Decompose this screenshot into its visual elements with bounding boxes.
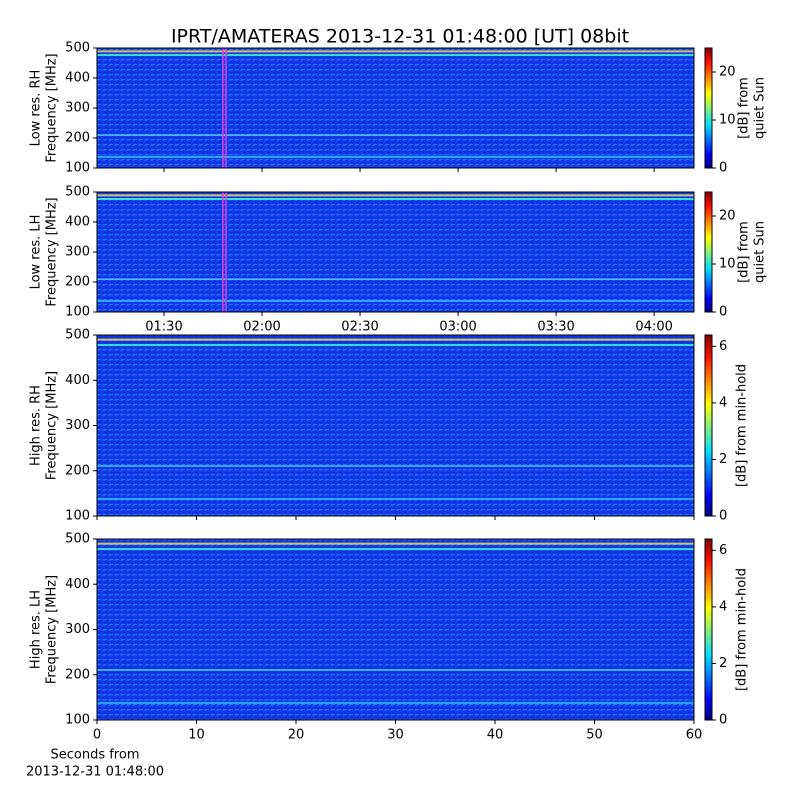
band <box>97 278 694 280</box>
colorbar-label: quiet Sun <box>753 221 768 283</box>
y-tick-label: 100 <box>65 509 90 524</box>
y-tick-label: 300 <box>65 101 90 116</box>
colorbar-tick-label: 2 <box>719 452 727 467</box>
colorbar-label: quiet Sun <box>753 77 768 139</box>
y-tick-label: 500 <box>65 185 90 200</box>
y-tick-label: 200 <box>65 463 90 478</box>
y-tick-label: 100 <box>65 305 90 320</box>
y-tick-label: 400 <box>65 215 90 230</box>
y-tick-label: 100 <box>65 713 90 728</box>
spectrogram <box>97 539 694 720</box>
colorbar-label: [dB] from min-hold <box>735 364 750 487</box>
spectrogram <box>97 335 694 516</box>
colorbar-tick-label: 0 <box>719 509 727 524</box>
band <box>97 198 694 200</box>
band <box>97 542 694 545</box>
colorbar-tick-label: 10 <box>719 113 736 128</box>
x-label: Seconds from <box>50 748 139 763</box>
x-tick-label: 40 <box>487 728 504 743</box>
y-tick-label: 500 <box>65 41 90 56</box>
colorbar <box>704 538 713 721</box>
colorbar-tick-label: 2 <box>719 656 727 671</box>
band <box>97 134 694 136</box>
x-tick-label: 50 <box>586 728 603 743</box>
colorbar <box>704 47 713 169</box>
colorbar-tick-label: 6 <box>719 543 727 558</box>
x-tick-label: 0 <box>93 728 101 743</box>
spectrogram <box>97 48 694 168</box>
band <box>97 50 694 53</box>
band <box>97 701 694 704</box>
y-tick-label: 300 <box>65 418 90 433</box>
y-label: Frequency [MHz] <box>45 371 60 480</box>
y-label: High res. RH <box>29 385 44 466</box>
colorbar-tick-label: 4 <box>719 395 727 410</box>
colorbar-tick-label: 0 <box>719 305 727 320</box>
colorbar-tick-label: 0 <box>719 713 727 728</box>
y-tick-label: 200 <box>65 275 90 290</box>
band <box>97 300 694 302</box>
y-tick-label: 200 <box>65 667 90 682</box>
y-label: Frequency [MHz] <box>45 197 60 306</box>
x-label: 2013-12-31 01:48:00 <box>26 765 164 780</box>
y-label: Frequency [MHz] <box>45 53 60 162</box>
colorbar-tick-label: 6 <box>719 339 727 354</box>
y-tick-label: 400 <box>65 373 90 388</box>
y-tick-label: 500 <box>65 328 90 343</box>
colorbar-tick-label: 20 <box>719 209 736 224</box>
y-label: Low res. LH <box>29 215 44 290</box>
colorbar-tick-label: 4 <box>719 599 727 614</box>
y-label: High res. LH <box>29 590 44 669</box>
band <box>97 548 694 551</box>
y-tick-label: 400 <box>65 71 90 86</box>
x-tick-label: 60 <box>686 728 703 743</box>
y-tick-label: 100 <box>65 161 90 176</box>
band <box>97 54 694 56</box>
y-label: Frequency [MHz] <box>45 575 60 684</box>
colorbar-tick-label: 20 <box>719 65 736 80</box>
colorbar-tick-label: 0 <box>719 161 727 176</box>
y-tick-label: 200 <box>65 131 90 146</box>
x-tick-label: 01:30 <box>145 320 182 335</box>
band <box>97 156 694 158</box>
x-tick-label: 30 <box>387 728 404 743</box>
colorbar-label: [dB] from <box>737 221 752 283</box>
band <box>97 497 694 500</box>
x-tick-label: 03:00 <box>439 320 476 335</box>
colorbar <box>704 191 713 313</box>
x-tick-label: 03:30 <box>537 320 574 335</box>
colorbar <box>704 334 713 517</box>
band <box>97 194 694 197</box>
x-tick-label: 02:30 <box>341 320 378 335</box>
y-tick-label: 500 <box>65 532 90 547</box>
x-tick-label: 02:00 <box>243 320 280 335</box>
y-tick-label: 400 <box>65 577 90 592</box>
band <box>97 669 694 671</box>
x-tick-label: 20 <box>288 728 305 743</box>
colorbar-tick-label: 10 <box>719 257 736 272</box>
spectrogram <box>97 192 694 312</box>
colorbar-label: [dB] from min-hold <box>735 568 750 691</box>
band <box>97 344 694 347</box>
y-tick-label: 300 <box>65 245 90 260</box>
colorbar-label: [dB] from <box>737 77 752 139</box>
x-tick-label: 04:00 <box>635 320 672 335</box>
band <box>97 465 694 467</box>
y-label: Low res. RH <box>29 70 44 147</box>
band <box>97 338 694 341</box>
title: IPRT/AMATERAS 2013-12-31 01:48:00 [UT] 0… <box>171 26 629 48</box>
x-tick-label: 10 <box>188 728 205 743</box>
y-tick-label: 300 <box>65 622 90 637</box>
